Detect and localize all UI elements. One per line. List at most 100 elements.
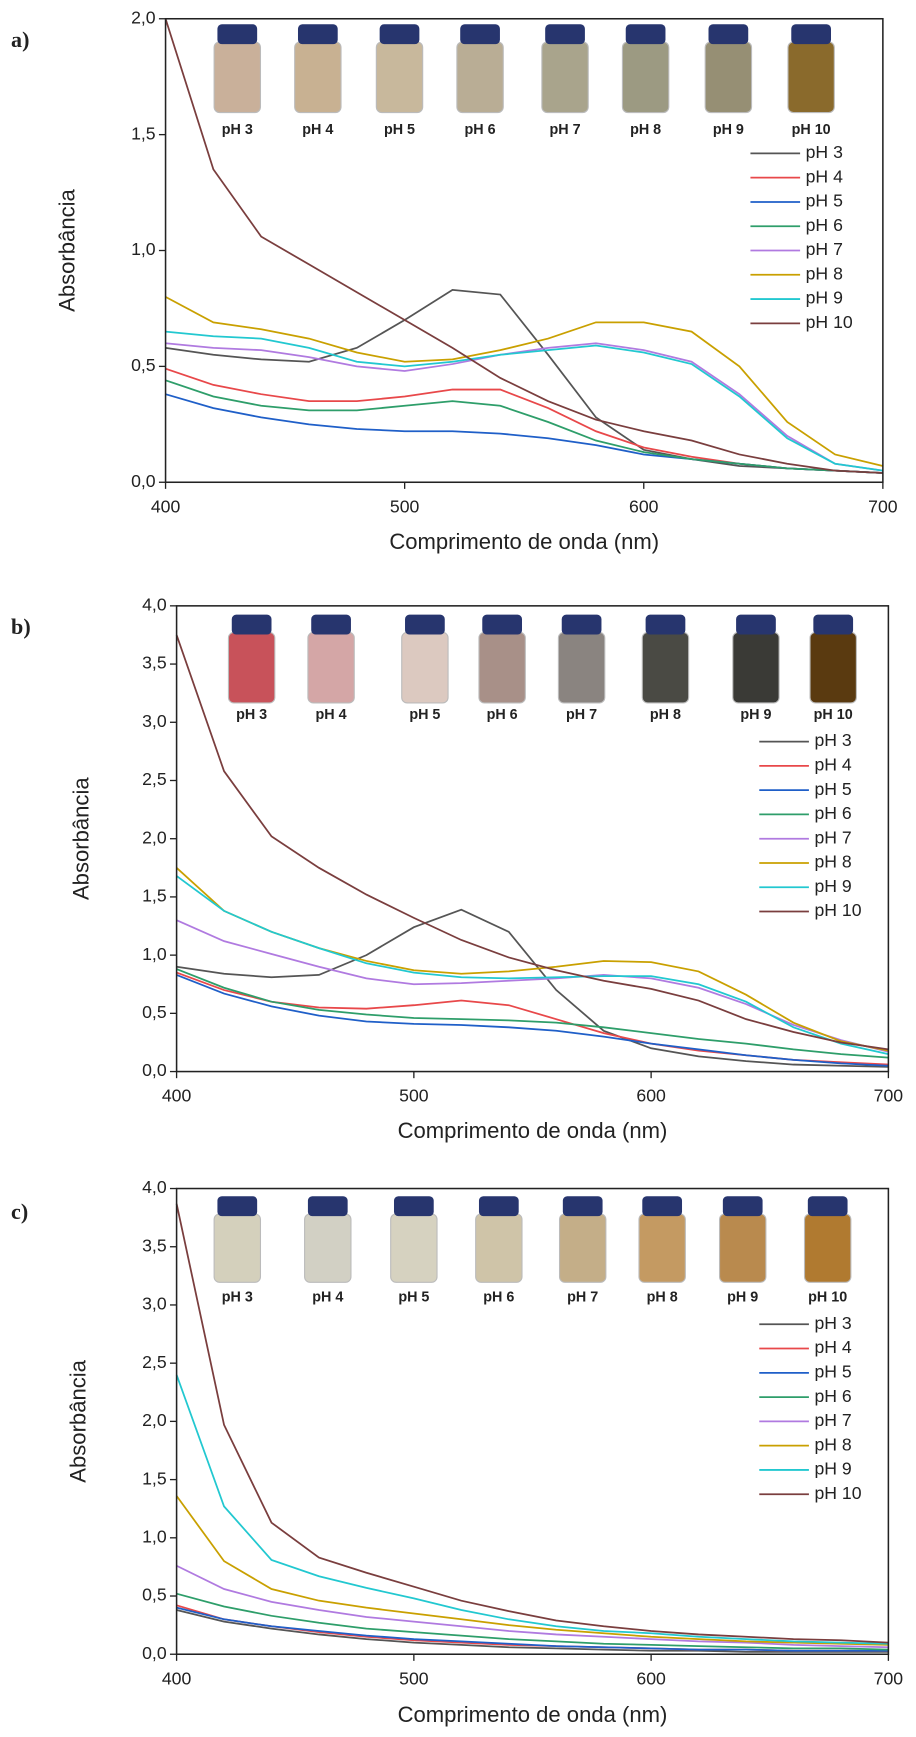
legend-label: pH 6 [806, 215, 843, 235]
x-tick-label: 500 [390, 496, 420, 516]
y-tick-label: 1,5 [142, 1468, 167, 1488]
x-axis-title: Comprimento de onda (nm) [398, 1118, 668, 1143]
line-series [175, 1203, 889, 1644]
vial-body [213, 41, 262, 114]
line-series [176, 919, 889, 1053]
line-series [165, 367, 883, 474]
legend-label: pH 4 [814, 1337, 851, 1357]
legend-label: pH 6 [814, 803, 851, 823]
line-series [176, 1609, 889, 1653]
vial-body [809, 631, 857, 704]
vial-cap [297, 24, 338, 45]
vial-body [401, 631, 449, 704]
plot-frame [175, 605, 890, 1073]
vial-label: pH 5 [409, 707, 440, 723]
vial-label: pH 8 [647, 1290, 678, 1306]
y-tick-label: 0,5 [131, 355, 156, 375]
legend-label: pH 3 [806, 142, 843, 162]
vial-cap [625, 24, 666, 45]
line-series [176, 968, 889, 1059]
x-tick-label: 700 [868, 496, 898, 516]
vial-label: pH 10 [792, 122, 831, 138]
vial-label: pH 8 [630, 122, 661, 138]
vial-cap [545, 24, 585, 45]
vial-cap [379, 24, 420, 45]
y-tick-label: 0,0 [142, 1643, 167, 1663]
vial-cap [217, 24, 258, 45]
x-tick-label: 700 [874, 1086, 904, 1106]
x-tick-label: 500 [399, 1086, 429, 1106]
y-tick-label: 0,0 [142, 1060, 167, 1080]
vial-body [456, 41, 504, 114]
vial-label: pH 7 [550, 122, 581, 138]
line-series [176, 1606, 889, 1652]
legend-label: pH 9 [806, 288, 843, 308]
y-tick-label: 3,0 [142, 711, 167, 731]
vial-label: pH 3 [222, 1290, 253, 1306]
vial-body [227, 631, 276, 704]
x-tick-label: 600 [636, 1668, 666, 1688]
y-tick-label: 2,0 [142, 1410, 167, 1430]
vial-cap [708, 24, 749, 45]
vial-label: pH 5 [384, 122, 415, 138]
line-series [164, 18, 883, 474]
vial-body [375, 41, 424, 114]
legend-label: pH 5 [814, 1361, 851, 1381]
vial-body [294, 41, 342, 114]
y-tick-label: 0,5 [142, 1585, 167, 1605]
vial-cap [478, 1196, 519, 1217]
legend-label: pH 4 [806, 166, 843, 186]
x-tick-label: 500 [399, 1668, 429, 1688]
y-tick-label: 0,0 [131, 471, 156, 491]
vial-body [475, 1213, 523, 1283]
line-series [165, 288, 883, 474]
y-tick-label: 1,0 [142, 1526, 167, 1546]
line-series [176, 971, 889, 1066]
line-series [165, 379, 883, 474]
line-series [175, 867, 889, 1052]
legend-label: pH 8 [814, 852, 851, 872]
legend-label: pH 10 [814, 1483, 861, 1503]
plot-frame [164, 17, 884, 484]
legend-label: pH 3 [814, 730, 851, 750]
line-series [176, 1564, 889, 1649]
vial-label: pH 6 [483, 1290, 514, 1306]
vial-body [213, 1213, 262, 1283]
vial-label: pH 4 [312, 1290, 343, 1306]
vial-cap [460, 24, 500, 45]
panel-label: b) [11, 614, 31, 639]
vial-cap [482, 614, 523, 635]
x-tick-label: 400 [162, 1086, 192, 1106]
legend-label: pH 8 [806, 263, 843, 283]
vial-label: pH 10 [814, 707, 853, 723]
vial-cap [231, 614, 272, 635]
vial-cap [736, 614, 776, 635]
x-tick-label: 600 [629, 496, 659, 516]
vial-body [718, 1213, 767, 1283]
vial-body [307, 631, 355, 704]
y-tick-label: 1,0 [131, 239, 156, 259]
legend-label: pH 10 [814, 900, 861, 920]
line-series [175, 634, 889, 1051]
y-axis-title: Absorbância [65, 1359, 90, 1482]
vial-label: pH 7 [567, 1290, 598, 1306]
x-tick-label: 400 [162, 1668, 192, 1688]
x-tick-label: 400 [151, 496, 181, 516]
y-tick-label: 3,5 [142, 1235, 167, 1255]
vial-cap [813, 614, 854, 635]
line-series [165, 342, 883, 472]
x-tick-label: 700 [874, 1668, 904, 1688]
y-tick-label: 2,5 [142, 1352, 167, 1372]
vial-label: pH 9 [740, 707, 771, 723]
vial-body [557, 631, 606, 704]
vial-cap [311, 614, 351, 635]
y-tick-label: 1,5 [131, 123, 156, 143]
x-tick-label: 600 [636, 1086, 666, 1106]
legend-label: pH 7 [814, 827, 851, 847]
legend-label: pH 6 [814, 1386, 851, 1406]
y-axis-title: Absorbância [54, 188, 79, 311]
legend-label: pH 7 [806, 239, 843, 259]
plot-frame [175, 1187, 890, 1656]
